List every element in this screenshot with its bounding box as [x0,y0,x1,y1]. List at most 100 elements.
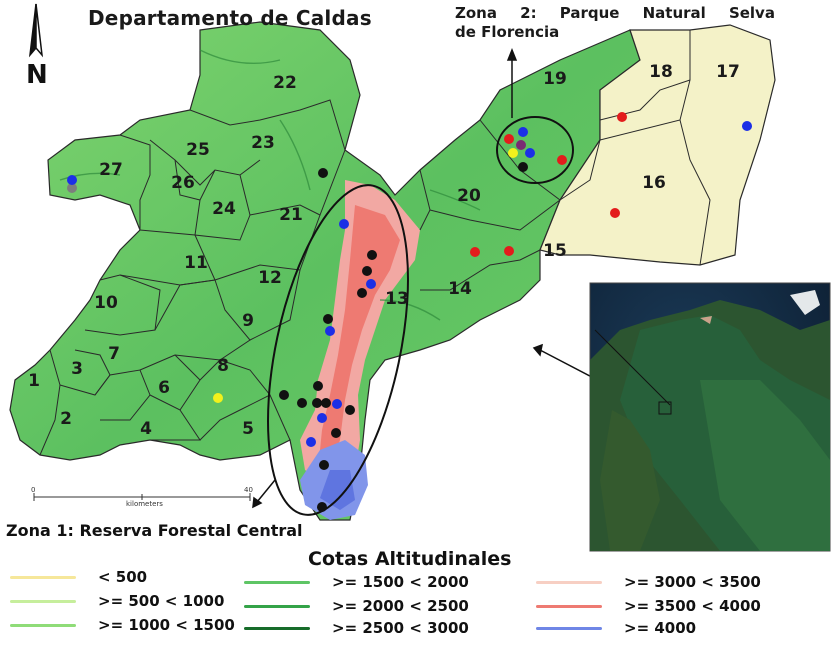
municipality-label-26: 26 [171,173,195,193]
site-marker-red [470,247,480,257]
legend-item: >= 1000 < 1500 [10,615,235,635]
municipality-label-22: 22 [273,73,297,93]
municipality-label-7: 7 [108,344,120,364]
scale-bar [33,493,251,501]
zone1-label: Zona 1: Reserva Forestal Central [6,521,303,540]
legend-label: >= 2000 < 2500 [332,597,469,615]
site-marker-black [321,398,331,408]
legend-label: >= 4000 [624,619,697,637]
zone2-label-line2: de Florencia [455,23,560,41]
municipality-label-10: 10 [94,293,118,313]
legend-swatch [10,575,76,579]
zone2-circle [496,116,574,184]
legend-label: >= 1000 < 1500 [98,616,235,634]
site-marker-red [610,208,620,218]
site-marker-blue [525,148,535,158]
municipality-label-1: 1 [28,371,40,391]
zone2-word: Parque [559,4,620,22]
municipality-label-25: 25 [186,140,210,160]
municipality-label-21: 21 [279,205,303,225]
site-marker-yellow [508,148,518,158]
scale-unit-label: kilometers [126,500,163,508]
zone2-word: Natural [642,4,706,22]
site-marker-black [297,398,307,408]
legend-swatch [536,626,602,630]
map-title: Departamento de Caldas [88,6,372,30]
municipality-label-16: 16 [642,173,666,193]
site-marker-black [318,168,328,178]
site-marker-black [279,390,289,400]
site-marker-black [357,288,367,298]
legend-label: >= 3500 < 4000 [624,597,761,615]
site-marker-black [323,314,333,324]
site-marker-red [504,246,514,256]
department-west [9,21,641,521]
municipality-label-13: 13 [385,289,409,309]
legend-swatch [536,580,602,584]
legend-item: >= 500 < 1000 [10,591,224,611]
legend-label: >= 3000 < 3500 [624,573,761,591]
legend-swatch [10,623,76,627]
municipality-label-3: 3 [71,359,83,379]
site-marker-black [331,428,341,438]
site-marker-red [617,112,627,122]
inset-map [589,282,831,552]
site-marker-black [312,398,322,408]
north-arrow-icon [28,3,44,58]
site-marker-blue [518,127,528,137]
legend-label: >= 2500 < 3000 [332,619,469,637]
municipality-label-2: 2 [60,409,72,429]
municipality-label-27: 27 [99,160,123,180]
site-marker-blue [332,399,342,409]
site-marker-blue [325,326,335,336]
municipality-label-24: 24 [212,199,236,219]
municipality-label-15: 15 [543,241,567,261]
municipality-label-20: 20 [457,186,481,206]
site-marker-blue [742,121,752,131]
zone2-word: Selva [728,4,775,22]
site-marker-yellow [213,393,223,403]
site-marker-black [313,381,323,391]
legend-label: >= 1500 < 2000 [332,573,469,591]
legend-title: Cotas Altitudinales [308,548,512,570]
north-label: N [26,60,48,90]
legend-swatch [244,580,310,584]
site-marker-black [319,460,329,470]
zone2-word: Zona [455,4,497,22]
zone1-ellipse [267,184,409,516]
legend-item: >= 1500 < 2000 [244,572,469,592]
zone2-label: Zona 2: Parque Natural Selva de Florenci… [455,4,795,42]
legend-item: >= 2500 < 3000 [244,618,469,638]
site-marker-red [557,155,567,165]
municipality-boundaries [39,30,711,456]
legend-swatch [536,604,602,608]
site-marker-blue [366,279,376,289]
legend-swatch [10,599,76,603]
site-marker-black [367,250,377,260]
zone2-word: 2: [520,4,537,22]
legend-swatch [244,626,310,630]
site-marker-red [504,134,514,144]
zone-arrows [252,47,656,509]
legend-label: >= 500 < 1000 [98,592,225,610]
municipality-label-17: 17 [716,62,740,82]
municipality-label-14: 14 [448,279,472,299]
site-marker-blue [67,175,77,185]
municipality-label-8: 8 [217,356,229,376]
site-marker-purple [516,140,526,150]
municipality-label-19: 19 [543,69,567,89]
municipality-label-5: 5 [242,419,254,439]
scale-start-label: 0 [31,486,36,494]
site-marker-black [362,266,372,276]
site-marker-black [317,502,327,512]
legend-item: < 500 [10,567,147,587]
legend-item: >= 3500 < 4000 [536,596,761,616]
zone2-label-line1: Zona 2: Parque Natural Selva [455,4,775,23]
peak-zone-core [320,470,355,510]
municipality-label-12: 12 [258,268,282,288]
municipality-label-4: 4 [140,419,152,439]
municipality-label-9: 9 [242,311,254,331]
scale-end-label: 40 [244,486,253,494]
river-network [59,49,481,321]
